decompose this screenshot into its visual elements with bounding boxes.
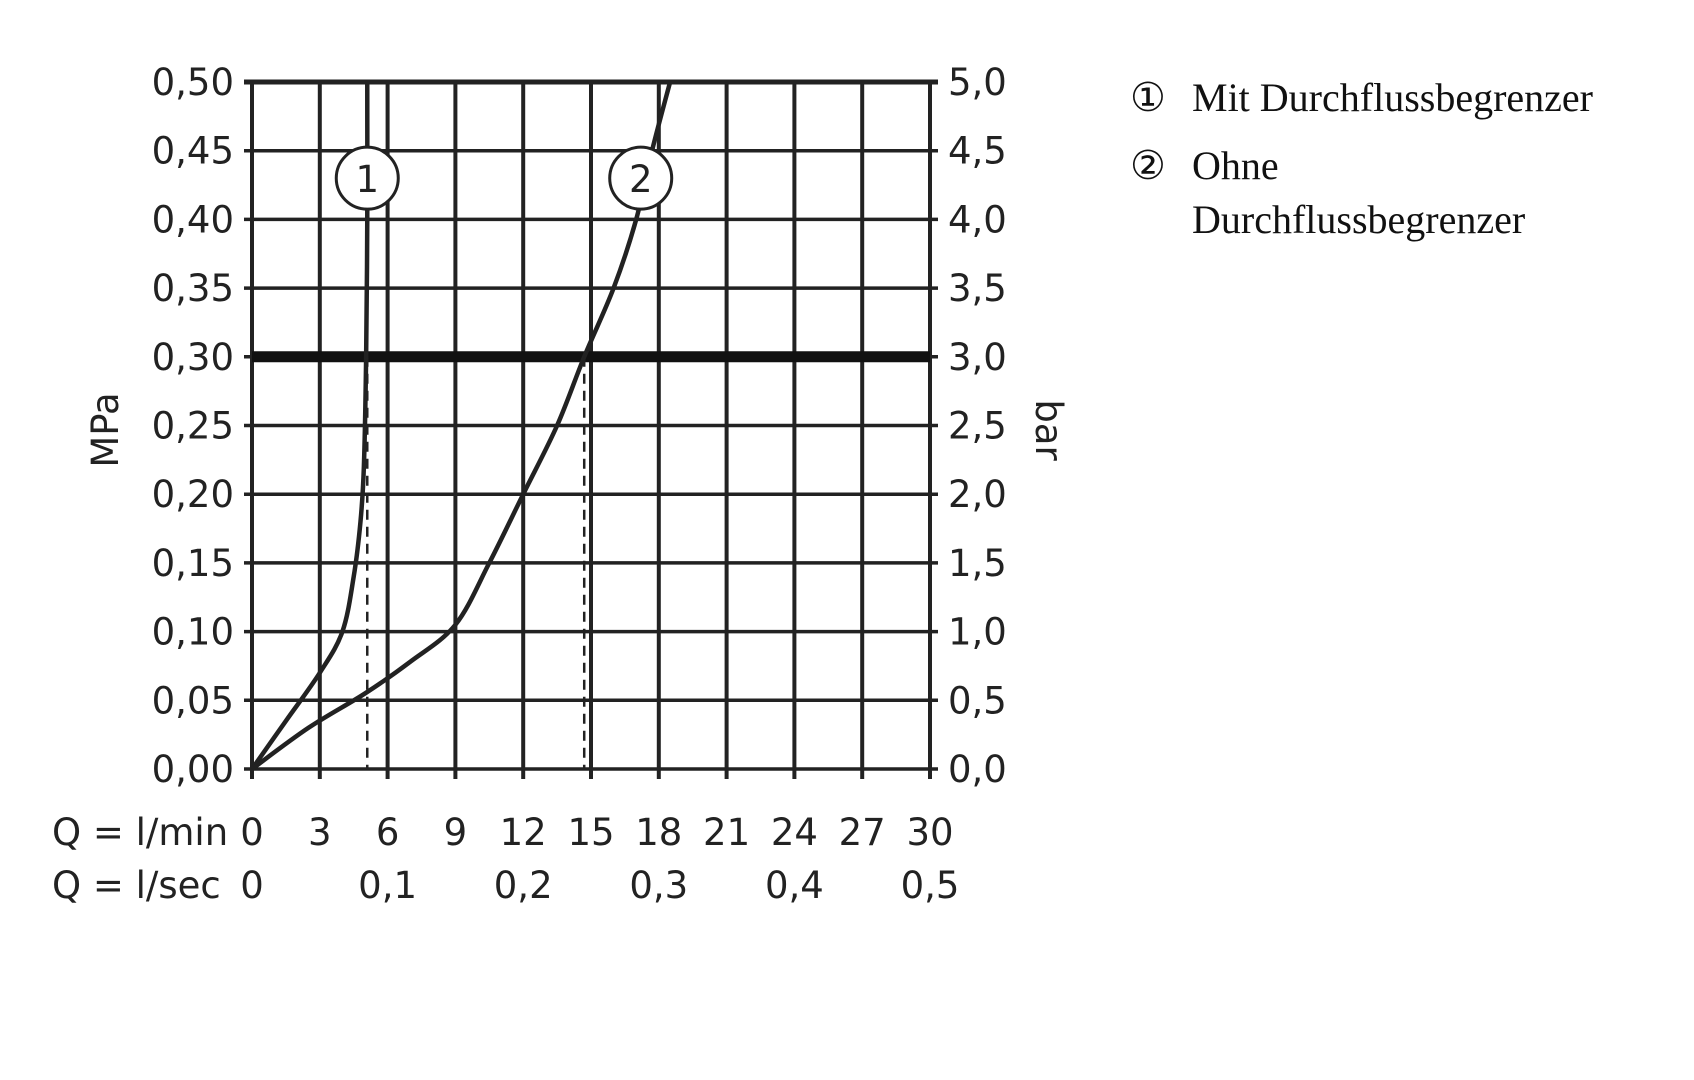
y-tick-label-right: 3,5 — [948, 267, 1007, 310]
x-tick-label: 0,1 — [358, 864, 417, 907]
series-line-2 — [250, 81, 673, 771]
y-tick-label-left: 0,25 — [152, 405, 234, 448]
y-tick-label-left: 0,20 — [152, 473, 234, 516]
y-axis-label-left: MPa — [84, 392, 127, 467]
x-tick-label: 12 — [500, 811, 547, 854]
x-tick-label: 21 — [703, 811, 750, 854]
x-axis-label-row: Q = l/sec — [52, 864, 221, 907]
y-tick-label-right: 0,0 — [948, 748, 1007, 791]
y-tick-label-left: 0,00 — [152, 748, 234, 791]
x-tick-label: 6 — [376, 811, 400, 854]
y-axis-label-right: bar — [1027, 399, 1070, 461]
x-tick-label: 9 — [444, 811, 468, 854]
legend-label-2-line-2: Durchflussbegrenzer — [1192, 197, 1525, 242]
legend-label-2-line-1: Ohne — [1192, 143, 1279, 188]
y-tick-label-right: 2,5 — [948, 405, 1007, 448]
y-tick-label-right: 2,0 — [948, 473, 1007, 516]
y-tick-label-left: 0,45 — [152, 130, 234, 173]
y-tick-label-right: 0,5 — [948, 679, 1007, 722]
series-marker-label-2: 2 — [629, 158, 653, 201]
y-tick-label-left: 0,10 — [152, 611, 234, 654]
y-tick-label-right: 3,0 — [948, 336, 1007, 379]
x-tick-label: 0,3 — [629, 864, 688, 907]
legend-symbol-2: ② — [1130, 143, 1166, 188]
y-tick-label-right: 1,5 — [948, 542, 1007, 585]
x-tick-label: 24 — [771, 811, 818, 854]
series-marker-circle-1 — [334, 145, 400, 211]
x-tick-label: 0,5 — [901, 864, 960, 907]
x-tick-label: 0 — [240, 864, 264, 907]
y-tick-label-left: 0,50 — [152, 61, 234, 104]
legend-item-1: ① Mit Durchflussbegrenzer — [1130, 75, 1593, 120]
y-tick-label-left: 0,30 — [152, 336, 234, 379]
legend-label-1: Mit Durchflussbegrenzer — [1192, 75, 1593, 120]
legend-item-2: ② Ohne Durchflussbegrenzer — [1130, 143, 1525, 242]
legend: ① Mit Durchflussbegrenzer ② Ohne Durchfl… — [1130, 75, 1593, 242]
y-tick-label-right: 4,0 — [948, 198, 1007, 241]
y-tick-label-right: 4,5 — [948, 130, 1007, 173]
y-tick-label-right: 1,0 — [948, 611, 1007, 654]
y-tick-label-left: 0,15 — [152, 542, 234, 585]
x-tick-label: 27 — [839, 811, 886, 854]
y-tick-label-left: 0,40 — [152, 198, 234, 241]
y-tick-label-left: 0,35 — [152, 267, 234, 310]
series-marker-circle-2 — [608, 145, 674, 211]
x-tick-label: 18 — [635, 811, 682, 854]
y-tick-label-right: 5,0 — [948, 61, 1007, 104]
x-tick-label: 30 — [906, 811, 953, 854]
x-axis-label-row: Q = l/min — [52, 811, 228, 854]
grid — [244, 79, 938, 779]
x-tick-label: 0 — [240, 811, 264, 854]
tick-labels: 0,00 0,00,05 0,50,10 1,00,15 1,50,20 2,00,25 2… — [52, 61, 1007, 907]
x-tick-label: 0,4 — [765, 864, 824, 907]
y-tick-label-left: 0,05 — [152, 679, 234, 722]
x-tick-label: 3 — [308, 811, 332, 854]
series-line-1 — [250, 81, 370, 771]
series-marker-label-1: 1 — [355, 158, 379, 201]
legend-symbol-1: ① — [1130, 75, 1166, 120]
x-tick-label: 15 — [567, 811, 614, 854]
x-tick-label: 0,2 — [494, 864, 553, 907]
